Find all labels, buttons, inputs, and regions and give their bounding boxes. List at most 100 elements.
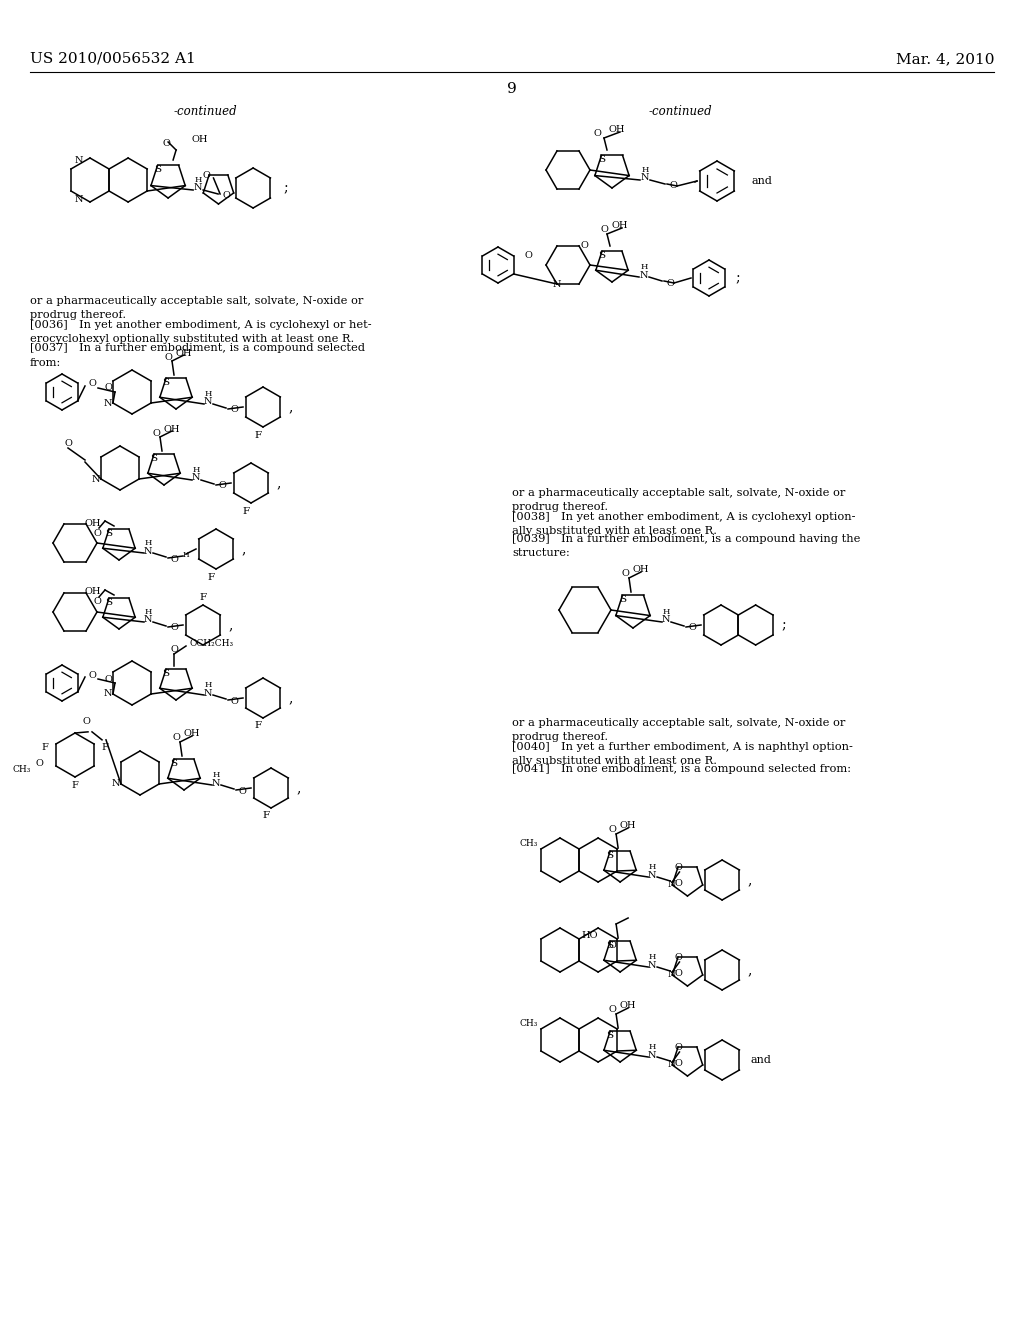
- Text: H: H: [144, 609, 152, 616]
- Text: O: O: [230, 405, 238, 414]
- Text: ;: ;: [735, 271, 739, 285]
- Text: O: O: [172, 734, 180, 742]
- Text: and: and: [751, 176, 772, 186]
- Text: US 2010/0056532 A1: US 2010/0056532 A1: [30, 51, 196, 66]
- Text: H: H: [648, 863, 655, 871]
- Text: OH: OH: [633, 565, 649, 574]
- Text: O: O: [608, 825, 616, 834]
- Text: or a pharmaceutically acceptable salt, solvate, N-oxide or: or a pharmaceutically acceptable salt, s…: [512, 718, 846, 729]
- Text: [0040] In yet a further embodiment, A is naphthyl option-: [0040] In yet a further embodiment, A is…: [512, 742, 853, 752]
- Text: ,: ,: [297, 781, 301, 795]
- Text: or a pharmaceutically acceptable salt, solvate, N-oxide or: or a pharmaceutically acceptable salt, s…: [512, 488, 846, 498]
- Text: structure:: structure:: [512, 549, 569, 558]
- Text: ,: ,: [289, 690, 293, 705]
- Text: F: F: [243, 507, 250, 516]
- Text: N: N: [553, 280, 561, 289]
- Text: N: N: [668, 970, 677, 979]
- Text: OH: OH: [620, 1002, 636, 1011]
- Text: OH: OH: [191, 136, 208, 144]
- Text: H: H: [195, 176, 202, 183]
- Text: O: O: [669, 181, 677, 190]
- Text: O: O: [524, 251, 531, 260]
- Text: H: H: [182, 550, 189, 558]
- Text: N: N: [75, 156, 83, 165]
- Text: from:: from:: [30, 358, 61, 367]
- Text: [0038] In yet another embodiment, A is cyclohexyl option-: [0038] In yet another embodiment, A is c…: [512, 512, 855, 521]
- Text: N: N: [648, 1051, 656, 1060]
- Text: ,: ,: [289, 400, 293, 414]
- Text: H: H: [205, 681, 212, 689]
- Text: N: N: [112, 780, 120, 788]
- Text: S: S: [598, 251, 605, 260]
- Text: -continued: -continued: [648, 106, 712, 117]
- Text: H: H: [663, 609, 670, 616]
- Text: O: O: [600, 226, 608, 235]
- Text: N: N: [103, 689, 113, 698]
- Text: prodrug thereof.: prodrug thereof.: [512, 503, 608, 512]
- Text: O: O: [170, 645, 178, 655]
- Text: CH₃: CH₃: [12, 764, 31, 774]
- Text: H: H: [640, 263, 648, 271]
- Text: ally substituted with at least one R.: ally substituted with at least one R.: [512, 756, 717, 767]
- Text: F: F: [254, 722, 261, 730]
- Text: N: N: [648, 870, 656, 879]
- Text: OH: OH: [85, 519, 101, 528]
- Text: N: N: [191, 474, 201, 483]
- Text: OH: OH: [183, 730, 201, 738]
- Text: S: S: [163, 669, 170, 677]
- Text: N: N: [143, 546, 153, 556]
- Text: OH: OH: [608, 125, 626, 135]
- Text: OH: OH: [620, 821, 636, 830]
- Text: CH₃: CH₃: [520, 1019, 539, 1028]
- Text: Mar. 4, 2010: Mar. 4, 2010: [896, 51, 994, 66]
- Text: F: F: [72, 780, 79, 789]
- Text: H: H: [648, 953, 655, 961]
- Text: S: S: [618, 595, 626, 605]
- Text: prodrug thereof.: prodrug thereof.: [512, 733, 608, 742]
- Text: O: O: [230, 697, 238, 705]
- Text: O: O: [104, 384, 112, 392]
- Text: O: O: [170, 554, 178, 564]
- Text: S: S: [606, 851, 613, 859]
- Text: N: N: [75, 194, 83, 203]
- Text: OH: OH: [164, 425, 180, 433]
- Text: N: N: [194, 183, 203, 193]
- Text: O: O: [222, 191, 230, 201]
- Text: F: F: [254, 430, 261, 440]
- Text: F: F: [262, 812, 269, 821]
- Text: O: O: [104, 675, 112, 684]
- Text: or a pharmaceutically acceptable salt, solvate, N-oxide or: or a pharmaceutically acceptable salt, s…: [30, 296, 364, 306]
- Text: H: H: [212, 771, 220, 779]
- Text: S: S: [598, 154, 605, 164]
- Text: N: N: [668, 880, 677, 890]
- Text: O: O: [674, 1043, 682, 1052]
- Text: O: O: [674, 969, 682, 978]
- Text: S: S: [105, 529, 113, 537]
- Text: [0041] In one embodiment, is a compound selected from:: [0041] In one embodiment, is a compound …: [512, 764, 851, 774]
- Text: ;: ;: [283, 181, 288, 195]
- Text: H: H: [193, 466, 200, 474]
- Text: and: and: [751, 1055, 771, 1065]
- Text: H: H: [641, 166, 648, 174]
- Text: O: O: [674, 953, 682, 961]
- Text: N: N: [143, 615, 153, 624]
- Text: N: N: [648, 961, 656, 969]
- Text: HO: HO: [582, 931, 598, 940]
- Text: S: S: [151, 454, 158, 463]
- Text: OH: OH: [85, 587, 101, 597]
- Text: O: O: [238, 787, 246, 796]
- Text: O: O: [88, 380, 96, 388]
- Text: O: O: [674, 1059, 682, 1068]
- Text: CH₃: CH₃: [520, 840, 539, 849]
- Text: O: O: [152, 429, 160, 437]
- Text: O: O: [593, 129, 601, 139]
- Text: OH: OH: [611, 222, 629, 231]
- Text: O: O: [622, 569, 629, 578]
- Text: O: O: [666, 279, 674, 288]
- Text: ally substituted with at least one R.: ally substituted with at least one R.: [512, 527, 717, 536]
- Text: O: O: [170, 623, 178, 632]
- Text: N: N: [662, 615, 671, 624]
- Text: OH: OH: [176, 348, 193, 358]
- Text: S: S: [606, 1031, 613, 1040]
- Text: H: H: [144, 539, 152, 546]
